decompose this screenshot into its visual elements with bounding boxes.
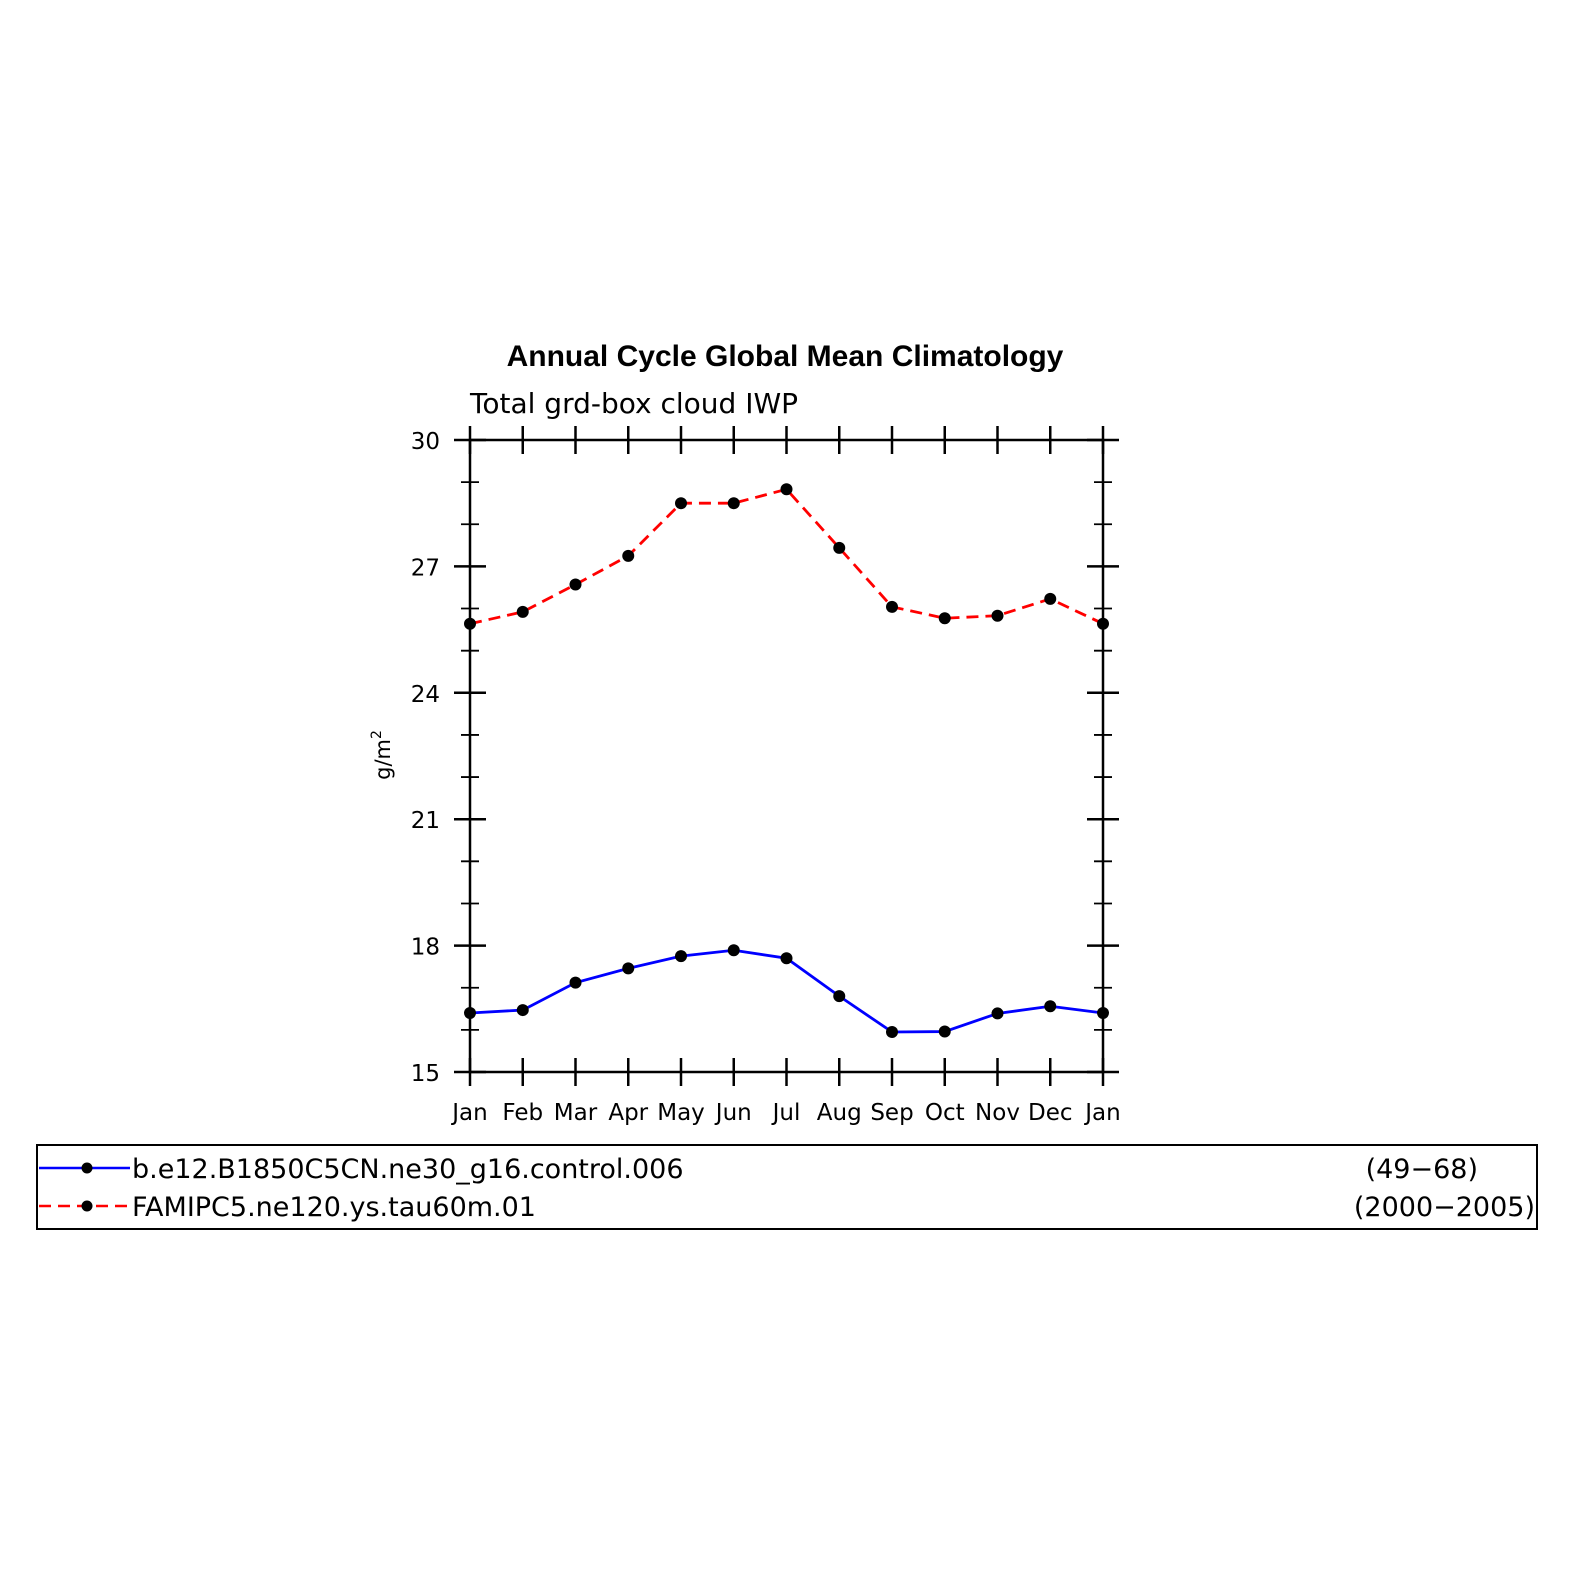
y-tick-label: 24	[411, 682, 440, 708]
x-tick-label: Dec	[1028, 1100, 1073, 1126]
legend-label-1: b.e12.B1850C5CN.ne30_g16.control.006	[132, 1154, 684, 1185]
x-tick-label: May	[657, 1100, 705, 1126]
series-1-point	[780, 952, 793, 965]
series-1-point	[569, 976, 582, 989]
x-tick-label: Oct	[925, 1100, 965, 1126]
series-1-point	[464, 1007, 476, 1020]
series-2-point	[780, 483, 793, 496]
legend-marker-2	[81, 1200, 93, 1212]
series-2-point	[569, 578, 582, 591]
plot-axes: Jan Feb Mar Apr May Jun Jul Aug Sep Oct Nov Dec Jan 1…	[411, 426, 1121, 1126]
x-tick-label: Feb	[502, 1100, 543, 1126]
series-2-point	[886, 600, 898, 613]
legend-marker-1	[81, 1162, 93, 1174]
series-2-point	[464, 617, 476, 630]
y-axis-label-superscript: 2	[369, 730, 385, 739]
y-tick-label: 15	[411, 1061, 440, 1087]
series-2-point	[938, 612, 951, 625]
series-1-point	[886, 1025, 898, 1038]
y-axis-label-unit: g/m	[371, 739, 395, 780]
series-2-point	[516, 605, 529, 618]
series-1-point	[622, 962, 635, 975]
series-1-point	[727, 944, 740, 957]
x-tick-label: Aug	[817, 1100, 862, 1126]
series-2-point	[622, 549, 635, 562]
legend-period-1: (49−68)	[1366, 1154, 1478, 1185]
x-tick-label: Jul	[771, 1100, 801, 1126]
series-1-point	[938, 1025, 951, 1038]
series-2-point	[991, 609, 1004, 622]
series-1-point	[516, 1004, 529, 1017]
series-layer	[464, 483, 1109, 1038]
legend-period-2: (2000−2005)	[1354, 1192, 1535, 1223]
series-1-point	[1097, 1007, 1109, 1020]
x-tick-label: Nov	[975, 1100, 1020, 1126]
x-tick-label: Apr	[608, 1100, 648, 1126]
legend-entry-2: FAMIPC5.ne120.ys.tau60m.01 (2000−2005)	[39, 1192, 1535, 1223]
y-tick-label: 18	[411, 935, 440, 961]
series-2-point	[675, 497, 687, 510]
series-2-point	[1097, 617, 1109, 630]
chart-subtitle: Total grd-box cloud IWP	[469, 387, 798, 420]
legend: b.e12.B1850C5CN.ne30_g16.control.006 (49…	[36, 1144, 1538, 1230]
series-1-point	[833, 990, 846, 1003]
series-1-point	[1044, 1000, 1057, 1013]
y-axis-label: g/m2	[369, 730, 395, 780]
legend-label-2: FAMIPC5.ne120.ys.tau60m.01	[132, 1192, 536, 1223]
series-1-point	[991, 1007, 1004, 1020]
chart-title: Annual Cycle Global Mean Climatology	[507, 340, 1064, 373]
series-2-point	[833, 541, 846, 554]
x-tick-label: Sep	[870, 1100, 913, 1126]
x-tick-label: Jan	[450, 1100, 487, 1126]
y-tick-label: 21	[411, 808, 440, 834]
plot-frame	[468, 438, 1105, 1074]
legend-box	[36, 1144, 1538, 1230]
series-2-point	[727, 497, 740, 510]
y-tick-label: 30	[411, 429, 440, 455]
legend-entry-1: b.e12.B1850C5CN.ne30_g16.control.006 (49…	[39, 1154, 1478, 1185]
series-2-point	[1044, 592, 1057, 605]
y-tick-label: 27	[411, 555, 440, 581]
series-line-2	[469, 487, 1104, 626]
series-1-point	[675, 950, 687, 963]
x-tick-label: Jun	[714, 1100, 752, 1126]
x-tick-label: Jan	[1083, 1100, 1120, 1126]
x-tick-label: Mar	[554, 1100, 598, 1126]
